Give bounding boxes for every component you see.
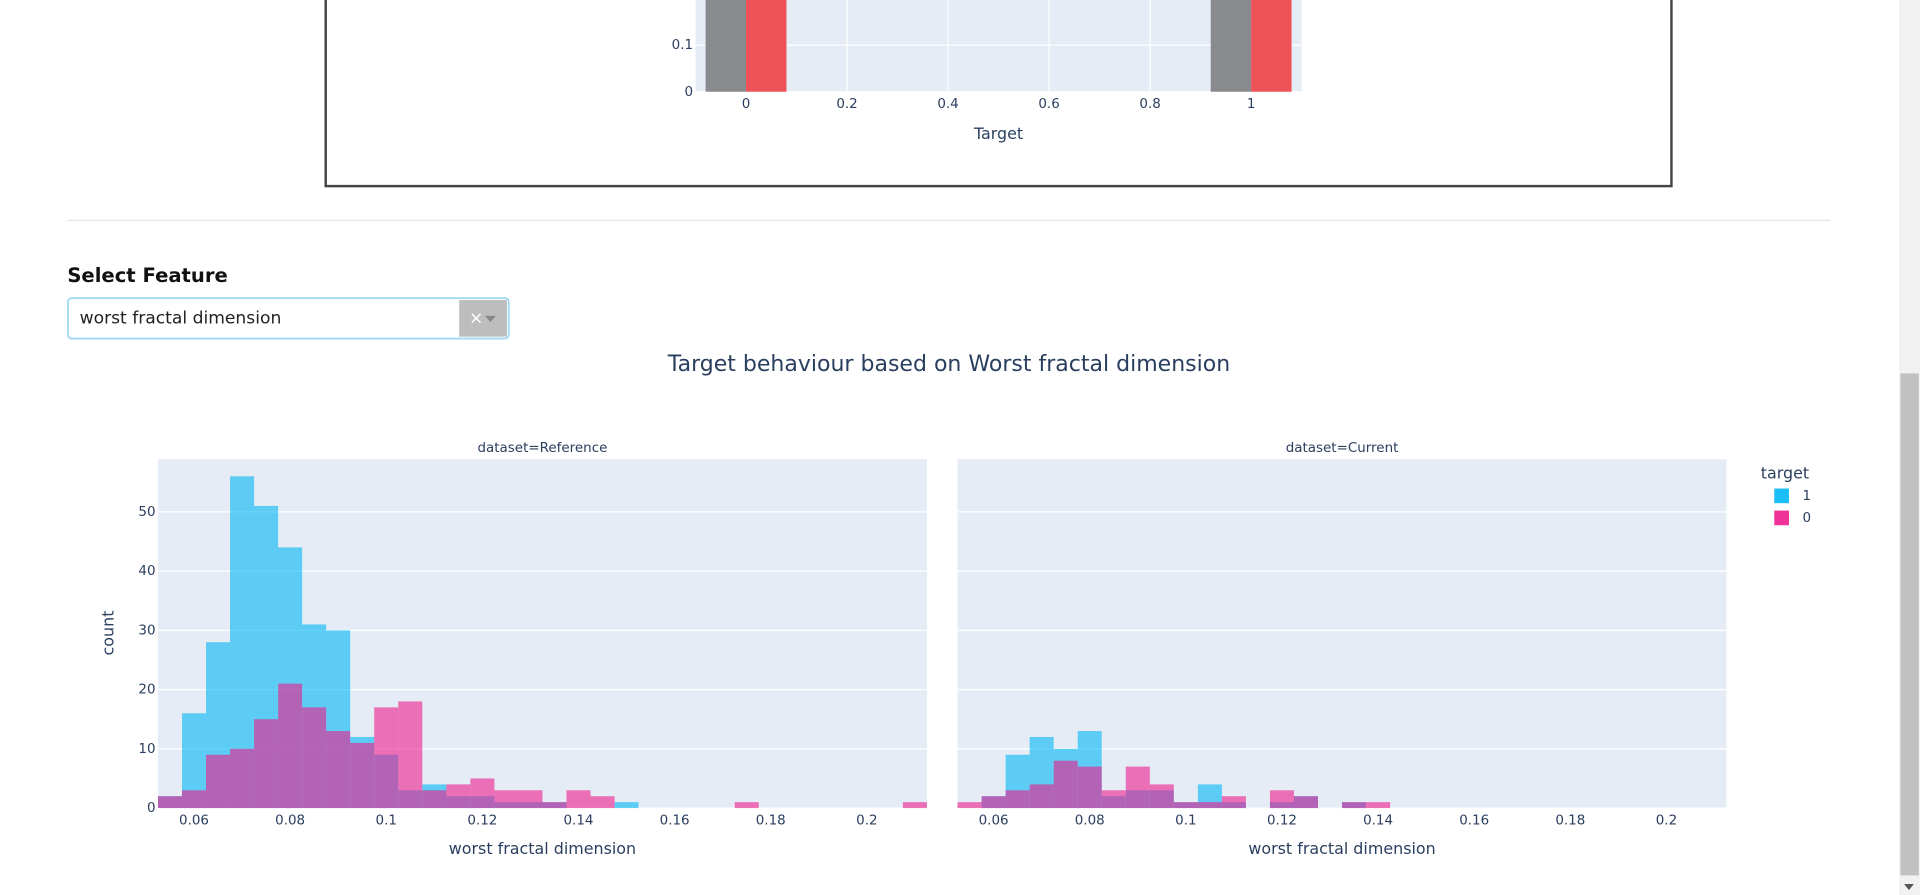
histogram-bar: [206, 754, 231, 809]
y-tick-label: 0: [147, 801, 156, 816]
plot-background: [695, 0, 1302, 92]
histogram-bar: [614, 802, 639, 809]
histogram-bar: [278, 683, 303, 809]
x-tick-label: 0.06: [179, 813, 209, 828]
histogram-bar: [398, 701, 423, 809]
x-tick-label: 0.12: [467, 813, 497, 828]
legend: target 1 0: [1761, 463, 1811, 526]
y-tick-label: 10: [138, 742, 155, 757]
histogram-bar: [157, 796, 182, 809]
x-tick-label: 0: [742, 97, 751, 112]
histogram-bar: [446, 784, 471, 809]
legend-label: 0: [1802, 511, 1811, 526]
histogram-bar: [1342, 802, 1367, 809]
x-tick-label: 0.1: [1175, 813, 1196, 828]
x-tick-label: 0.08: [275, 813, 305, 828]
histogram-bar: [350, 742, 375, 809]
histogram-bar: [734, 802, 759, 809]
histogram-bar: [1077, 766, 1102, 809]
top-chart-frame: [324, 0, 1673, 188]
x-axis-label: Target: [973, 124, 1023, 143]
histogram-bar: [1269, 790, 1294, 809]
x-tick-label: 0.14: [1363, 813, 1393, 828]
scrollbar-thumb[interactable]: [1900, 373, 1919, 876]
subplot-title: dataset=Current: [1286, 441, 1399, 456]
histogram-bar: [1053, 760, 1078, 809]
y-tick-label: 30: [138, 623, 155, 638]
histogram-bar: [1221, 796, 1246, 809]
histogram-bar: [518, 790, 543, 809]
bar: [746, 0, 787, 92]
histogram-bar: [590, 796, 615, 809]
histogram-bar: [1366, 802, 1391, 809]
histogram-bar: [494, 790, 519, 809]
x-tick-label: 0.4: [937, 97, 958, 112]
bar: [705, 0, 747, 92]
x-tick-label: 0.18: [756, 813, 786, 828]
histogram-bar: [1029, 784, 1054, 809]
histogram-bar: [1293, 796, 1319, 809]
dropdown-arrow[interactable]: [484, 315, 496, 323]
x-tick-label: 0.08: [1075, 813, 1105, 828]
x-tick-label: 0.16: [1459, 813, 1489, 828]
scroll-down-arrow[interactable]: [1904, 883, 1914, 891]
feature-dropdown[interactable]: worst fractal dimension ×: [67, 297, 510, 340]
x-tick-label: 0.16: [660, 813, 690, 828]
x-tick-label: 0.12: [1267, 813, 1297, 828]
histogram-bar: [1197, 784, 1222, 809]
x-tick-label: 0.6: [1038, 97, 1059, 112]
histogram-bar: [254, 719, 279, 809]
y-tick-label: 40: [138, 564, 155, 579]
histogram-bar: [566, 790, 591, 809]
histogram-bar: [181, 790, 207, 809]
dropdown-box[interactable]: [67, 297, 510, 340]
x-axis-label: worst fractal dimension: [1248, 839, 1435, 858]
x-tick-label: 0.1: [376, 813, 397, 828]
y-tick-label: 20: [138, 683, 155, 698]
x-tick-label: 0.2: [856, 813, 877, 828]
histogram-bar: [230, 748, 255, 809]
dropdown-buttons: [459, 299, 507, 337]
histogram-bar: [957, 802, 982, 809]
select-label: Select Feature: [67, 264, 227, 287]
legend-swatch: [1774, 488, 1789, 504]
legend-swatch: [1774, 510, 1789, 526]
y-tick-label: 50: [138, 505, 155, 520]
legend-title: target: [1761, 463, 1809, 482]
x-tick-label: 0.14: [564, 813, 594, 828]
legend-label: 1: [1802, 489, 1811, 504]
histogram-bar: [374, 707, 399, 809]
x-axis-label: worst fractal dimension: [449, 839, 636, 858]
histogram-bar: [1101, 790, 1126, 809]
x-tick-label: 0.8: [1139, 97, 1160, 112]
histogram-bar: [1125, 766, 1150, 809]
clear-button[interactable]: ×: [469, 308, 483, 328]
histogram-bar: [1197, 802, 1222, 809]
histogram-bar: [326, 731, 351, 809]
x-tick-label: 0.2: [836, 97, 857, 112]
histogram-bar: [981, 796, 1006, 809]
figure-title: Target behaviour based on Worst fractal …: [667, 352, 1230, 377]
x-tick-label: 1: [1247, 97, 1256, 112]
histogram-bar: [902, 802, 927, 809]
bar: [1251, 0, 1292, 92]
bar: [1210, 0, 1252, 92]
histogram-bar: [1173, 802, 1198, 809]
histogram-bar: [422, 790, 447, 809]
histogram-bar: [542, 802, 567, 809]
x-tick-label: 0.18: [1555, 813, 1585, 828]
subplot-title: dataset=Reference: [477, 441, 607, 456]
histogram-bar: [470, 778, 495, 809]
histogram-bar: [302, 707, 327, 809]
y-tick-label: 0.1: [672, 38, 693, 53]
y-tick-label: 0: [684, 85, 693, 100]
histogram-bar: [1005, 790, 1030, 809]
dropdown-value: worst fractal dimension: [80, 308, 282, 328]
y-axis-label: count: [98, 611, 117, 656]
histogram-bar: [1149, 784, 1174, 809]
x-tick-label: 0.06: [979, 813, 1009, 828]
x-tick-label: 0.2: [1656, 813, 1677, 828]
